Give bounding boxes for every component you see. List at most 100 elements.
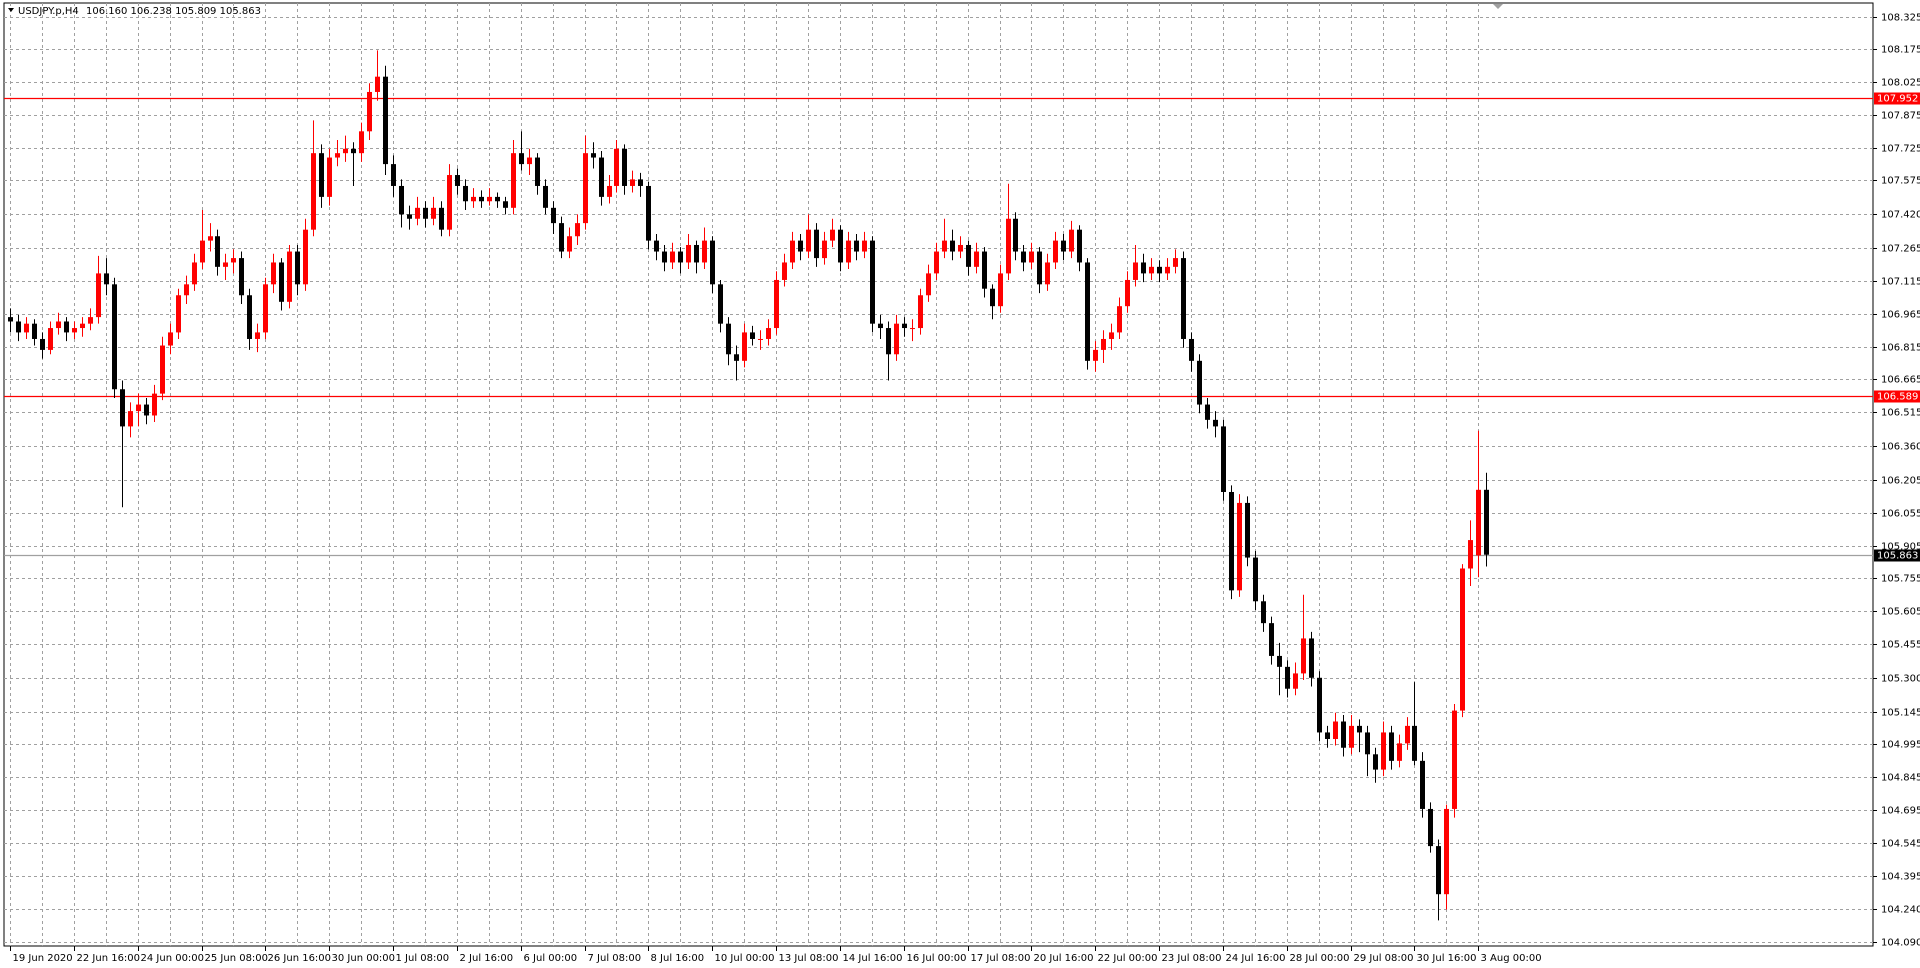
candle-body xyxy=(144,404,149,416)
candle-body xyxy=(1333,721,1338,739)
candle-body xyxy=(942,240,947,252)
y-tick-label: 104.240 xyxy=(1881,905,1920,916)
candle-body xyxy=(1293,673,1298,689)
candle-body xyxy=(734,354,739,361)
axes: 108.325 108.175 108.025 107.875 107.725 107.5… xyxy=(10,13,1920,964)
candle-body xyxy=(1373,754,1378,770)
y-tick-label: 105.905 xyxy=(1881,542,1920,553)
candle-body xyxy=(559,223,564,252)
y-tick-label: 105.755 xyxy=(1881,574,1920,585)
y-tick-label: 108.325 xyxy=(1881,13,1920,24)
candle-body xyxy=(104,273,109,285)
candle-body xyxy=(630,179,635,186)
candle-body xyxy=(1261,601,1266,624)
candle-body xyxy=(1085,262,1090,361)
candle-body xyxy=(1245,502,1250,558)
candle-body xyxy=(447,175,452,230)
candle-body xyxy=(1349,725,1354,748)
candle-body xyxy=(503,201,508,208)
x-tick-label: 22 Jul 00:00 xyxy=(1098,953,1158,964)
x-tick-label: 28 Jul 00:00 xyxy=(1290,953,1350,964)
candle-body xyxy=(990,288,995,307)
candle-body xyxy=(375,76,380,92)
candle-body xyxy=(223,262,228,267)
price-label-box xyxy=(1874,549,1920,562)
plot-frame xyxy=(3,2,1874,947)
candle-body xyxy=(1365,732,1370,755)
candle-body xyxy=(208,236,213,241)
candle-body xyxy=(750,332,755,339)
candle-body xyxy=(806,229,811,252)
candle-body xyxy=(263,284,268,333)
candle-body xyxy=(894,323,899,355)
candle-body xyxy=(1045,262,1050,285)
x-tick-label: 7 Jul 08:00 xyxy=(588,953,642,964)
candle-body xyxy=(918,295,923,329)
candle-body xyxy=(176,295,181,333)
price-label-box xyxy=(1874,92,1920,105)
candle-body xyxy=(72,328,77,333)
candle-body xyxy=(255,332,260,339)
candle-body xyxy=(1444,808,1449,895)
candle-body xyxy=(1325,732,1330,739)
price-label-box xyxy=(1874,390,1920,403)
candle-body xyxy=(351,148,356,154)
candle-body xyxy=(8,317,13,322)
x-tick-label: 17 Jul 08:00 xyxy=(971,953,1031,964)
shift-marker[interactable] xyxy=(1493,4,1503,9)
candle-body xyxy=(758,338,763,340)
y-tick-label: 107.575 xyxy=(1881,176,1920,187)
candle-body xyxy=(415,207,420,219)
y-tick-label: 108.025 xyxy=(1881,78,1920,89)
y-tick-label: 105.605 xyxy=(1881,607,1920,618)
x-tick-label: 10 Jul 00:00 xyxy=(715,953,775,964)
candle-body xyxy=(998,273,1003,307)
menu-arrow[interactable] xyxy=(8,8,14,12)
y-tick-label: 106.205 xyxy=(1881,476,1920,487)
candle-body xyxy=(591,153,596,158)
candle-body xyxy=(1468,540,1473,569)
candle-body xyxy=(327,157,332,197)
candle-body xyxy=(1205,404,1210,420)
x-tick-label: 30 Jul 16:00 xyxy=(1417,953,1477,964)
candle-body xyxy=(1269,623,1274,656)
candle-body xyxy=(694,244,699,263)
y-tick-label: 104.545 xyxy=(1881,839,1920,850)
price-label: 107.952 xyxy=(1877,94,1918,105)
y-tick-label: 106.815 xyxy=(1881,343,1920,354)
x-tick-label: 24 Jul 16:00 xyxy=(1226,953,1286,964)
price-lines xyxy=(4,97,1873,557)
candle-body xyxy=(1069,229,1074,252)
candle-body xyxy=(838,229,843,263)
candle-body xyxy=(1029,251,1034,263)
candle-body xyxy=(926,273,931,296)
candle-body xyxy=(1013,218,1018,252)
candle-body xyxy=(1309,638,1314,678)
candle-body xyxy=(391,164,396,186)
y-tick-label: 105.455 xyxy=(1881,640,1920,651)
candle-body xyxy=(1285,666,1290,689)
y-tick-label: 104.395 xyxy=(1881,872,1920,883)
y-tick-label: 106.055 xyxy=(1881,509,1920,520)
candle-body xyxy=(1341,721,1346,748)
candle-body xyxy=(479,196,484,202)
candle-body xyxy=(1117,306,1122,333)
candle-body xyxy=(1197,360,1202,405)
candle-body xyxy=(599,157,604,197)
y-tick-label: 106.515 xyxy=(1881,408,1920,419)
candle-body xyxy=(519,153,524,165)
candle-body xyxy=(88,317,93,324)
candle-body xyxy=(862,240,867,252)
y-tick-label: 108.175 xyxy=(1881,45,1920,56)
candle-body xyxy=(1189,338,1194,361)
candle-body xyxy=(439,207,444,230)
candle-body xyxy=(718,284,723,324)
candle-body xyxy=(239,258,244,296)
y-tick-label: 105.145 xyxy=(1881,708,1920,719)
candle-body xyxy=(614,148,619,186)
candle-body xyxy=(247,295,252,339)
candle-body xyxy=(950,240,955,252)
candle-body xyxy=(152,393,157,416)
candle-body xyxy=(399,185,404,215)
